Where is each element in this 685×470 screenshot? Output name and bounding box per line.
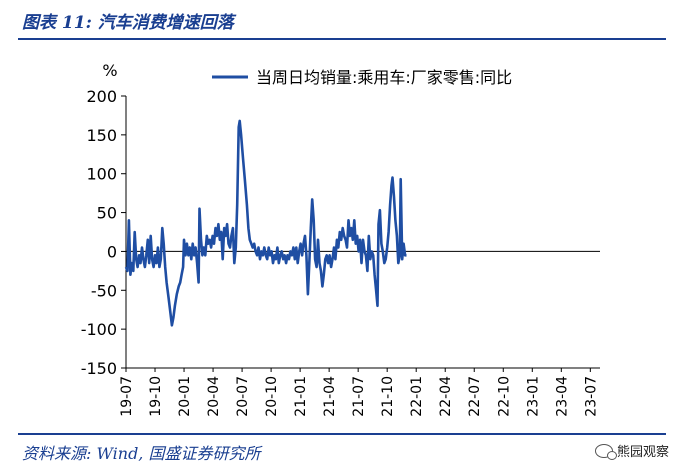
y-tick-label: 0: [107, 242, 117, 261]
x-tick-label: 21-04: [322, 376, 338, 417]
x-tick-label: 21-10: [380, 376, 396, 417]
x-tick-label: 20-04: [206, 376, 222, 417]
x-tick-label: 23-07: [583, 376, 599, 417]
series-line-0: [124, 119, 407, 327]
y-axis-unit: %: [102, 61, 117, 80]
wechat-icon: [594, 443, 617, 460]
x-tick-label: 19-07: [119, 376, 135, 417]
watermark: 熊园观察: [594, 441, 669, 460]
x-tick-label: 23-01: [525, 376, 541, 417]
y-tick-label: 50: [97, 204, 117, 223]
source-note: 资料来源: Wind, 国盛证券研究所: [22, 444, 261, 463]
x-tick-label: 19-10: [148, 376, 164, 417]
legend-label: 当周日均销量:乘用车:厂家零售:同比: [256, 68, 512, 87]
x-tick-label: 20-07: [235, 376, 251, 417]
x-tick-label: 20-10: [264, 376, 280, 417]
x-tick-label: 22-01: [409, 376, 425, 417]
y-tick-label: -150: [81, 359, 117, 378]
watermark-text: 熊园观察: [616, 445, 669, 460]
x-tick-label: 21-07: [351, 376, 367, 417]
x-tick-label: 23-04: [554, 376, 570, 417]
y-tick-label: -50: [91, 281, 117, 300]
chart-legend: 当周日均销量:乘用车:厂家零售:同比: [212, 68, 512, 87]
x-tick-label: 22-04: [438, 376, 454, 417]
figure-title: 图表 11: 汽车消费增速回落: [22, 13, 234, 33]
source-divider: [18, 433, 666, 435]
x-tick-label: 20-01: [177, 376, 193, 417]
y-tick-label: 200: [86, 87, 117, 106]
title-divider: [18, 38, 666, 40]
x-tick-label: 21-01: [293, 376, 309, 417]
x-tick-label: 22-10: [496, 376, 512, 417]
y-tick-label: 100: [86, 165, 117, 184]
y-tick-label: 150: [86, 126, 117, 145]
x-tick-label: 22-07: [467, 376, 483, 417]
y-tick-label: -100: [81, 320, 117, 339]
chart-axes: 200 150 100 50 0 -50 -100 -150% 19-07 19-10 20-01 2…: [81, 61, 600, 417]
series-layer: [124, 119, 407, 327]
